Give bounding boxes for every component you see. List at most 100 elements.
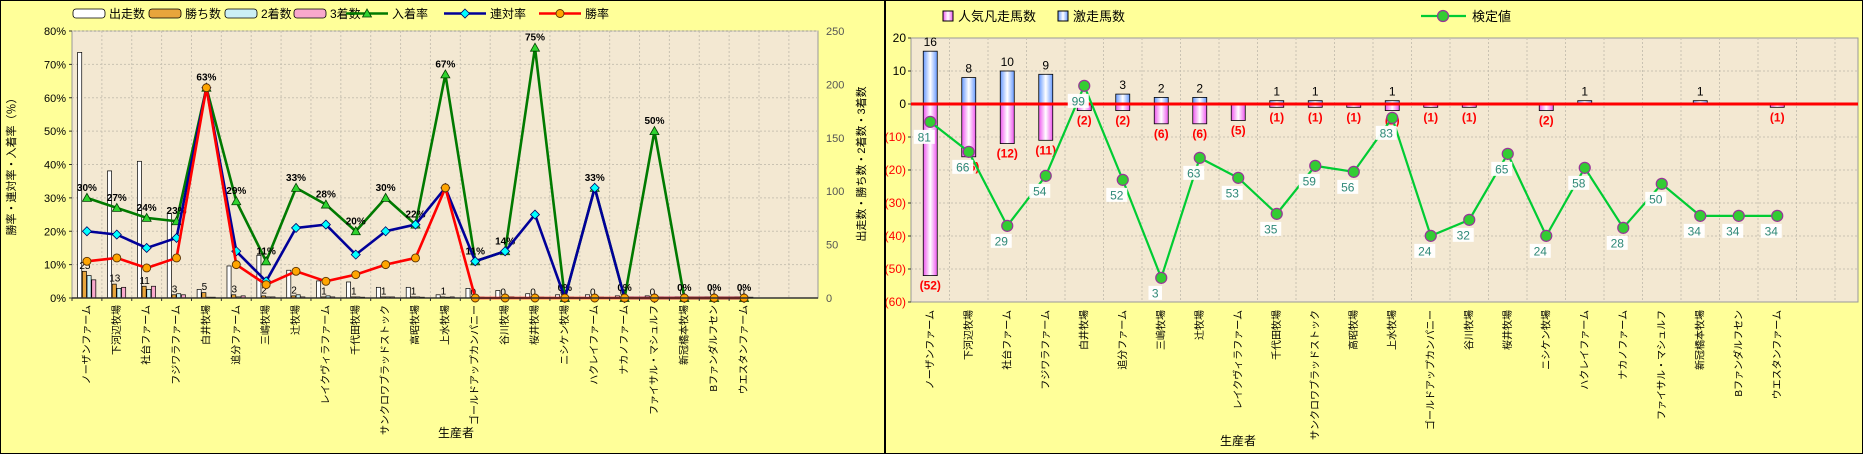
starts-bar (346, 281, 351, 299)
kentei-label: 32 (1457, 228, 1471, 242)
legend-label: 連対率 (490, 6, 526, 21)
left-legend: 出走数 勝ち数 2着数 3着数 入着率 連対率 勝率 (72, 6, 609, 21)
flop-label: (5) (1231, 124, 1246, 138)
y-tick-label: (40) (886, 229, 906, 243)
wins-label: 1 (321, 286, 327, 297)
kentei-label-box (1221, 185, 1243, 200)
y-right-tick-label: 200 (826, 79, 844, 91)
wins-label: 3 (232, 284, 238, 295)
y-right-tick-label: 250 (826, 26, 844, 38)
category-label: 谷川牧場 (498, 305, 511, 345)
kentei-label: 66 (956, 160, 970, 174)
diamond-marker (290, 222, 302, 233)
kentei-label: 58 (1572, 176, 1586, 190)
triangle-marker (231, 195, 242, 206)
kentei-label: 54 (1033, 184, 1047, 198)
kentei-marker (1424, 229, 1437, 242)
rate-label: 11% (256, 246, 276, 257)
kentei-label-box (1375, 125, 1397, 140)
triangle-marker (529, 42, 541, 52)
burst-label: 1 (1389, 85, 1396, 99)
kentei-marker (1193, 151, 1206, 164)
category-label: 三嶋牧場 (1154, 310, 1167, 350)
starts-bar (375, 286, 381, 299)
flop-label: (2) (1077, 114, 1092, 128)
category-labels: ノーザンファーム 下河辺牧場 社台ファーム フジワラファーム 白井牧場 追分ファーム 三嶋牧… (71, 298, 750, 435)
category-label: Bファンダルフセン (1732, 310, 1745, 397)
kentei-marker (1116, 173, 1129, 186)
popular-flop-bars: (52)(16)(12)(11)(2)(2)(6)(6)(5)(1)(1)(1)… (920, 103, 1785, 293)
burst-label: 1 (1581, 85, 1588, 99)
triangle-marker (141, 212, 152, 222)
circle-marker (381, 260, 391, 270)
legend-circle-icon (1436, 9, 1450, 23)
starts-bar (465, 288, 471, 299)
flop-label: (1) (1770, 110, 1785, 124)
category-label: 追分ファーム (1116, 310, 1129, 370)
flop-label: (1) (1346, 110, 1361, 124)
kentei-label: 3 (1152, 286, 1159, 300)
seconds-bar (146, 289, 152, 299)
kentei-marker (1617, 221, 1630, 234)
kentei-label-box (990, 233, 1012, 248)
burst-label: 1 (1697, 85, 1704, 99)
rate-label: 75% (525, 33, 545, 44)
popular-flop-bar (1153, 103, 1169, 125)
y-right-tick-label: 100 (826, 186, 844, 198)
y-right-tick-label: 150 (826, 133, 844, 145)
rate-label: 23% (167, 206, 187, 217)
kentei-label-box (1606, 235, 1628, 250)
y-left-tick-label: 0% (50, 293, 66, 305)
legend-label: 検定値 (1472, 9, 1511, 24)
category-label: ニシケン牧場 (558, 305, 571, 365)
kentei-marker (1540, 229, 1553, 242)
legend-swatch (72, 8, 106, 19)
category-label: 高昭牧場 (409, 305, 422, 345)
rate-label: 33% (585, 173, 605, 184)
y-right-tick-label: 50 (826, 240, 838, 252)
category-label: 辻牧場 (1193, 310, 1206, 340)
category-label: 白井牧場 (199, 305, 212, 345)
kentei-label-box (1683, 223, 1705, 238)
kentei-label: 83 (1380, 126, 1394, 140)
category-label: ファイサル・マシュルフ (648, 305, 660, 415)
category-label: Bファンダルフセン (707, 305, 720, 392)
legend-swatch (224, 8, 258, 19)
kentei-label-box (1645, 191, 1667, 206)
y-left-tick-label: 10% (44, 260, 66, 272)
thirds-bar (151, 285, 156, 299)
y-right-tick-label: 0 (826, 293, 832, 305)
category-label: ゴールドアップカンパニー (468, 305, 481, 425)
rate-label: 22% (405, 210, 425, 221)
legend-label: 出走数 (109, 6, 145, 21)
diamond-marker (380, 226, 391, 237)
seconds-bar (86, 275, 92, 299)
legend-label: 勝率 (585, 6, 609, 21)
category-label: 白井牧場 (1077, 310, 1090, 350)
category-label: 上水牧場 (1385, 310, 1398, 350)
wins-label: 1 (411, 286, 417, 297)
y-tick-label: 20 (893, 31, 907, 45)
burst-label: 16 (924, 35, 938, 49)
right-chart-panel: (52)(16)(12)(11)(2)(2)(6)(6)(5)(1)(1)(1)… (885, 1, 1862, 453)
circle-marker (291, 266, 301, 276)
category-label: サンクロワブラッドストック (379, 305, 392, 435)
flop-label: (52) (920, 279, 941, 293)
kentei-marker (1771, 209, 1784, 222)
wins-label: 1 (441, 286, 447, 297)
wins-label: 2 (261, 285, 267, 296)
legend-label: 2着数 (261, 6, 292, 21)
flop-label: (2) (1115, 114, 1130, 128)
category-label: 社台ファーム (140, 305, 153, 365)
burst-bar (1038, 73, 1054, 105)
kentei-marker (1386, 111, 1399, 124)
diamond-marker (111, 229, 122, 240)
category-label: 谷川牧場 (1462, 310, 1475, 350)
rate-label: 30% (77, 183, 97, 194)
kentei-marker (1463, 213, 1476, 226)
diamond-marker (320, 219, 331, 230)
y-tick-label: (10) (886, 130, 906, 144)
wins-label: 11 (139, 276, 150, 287)
wins-label: 25 (79, 261, 91, 272)
